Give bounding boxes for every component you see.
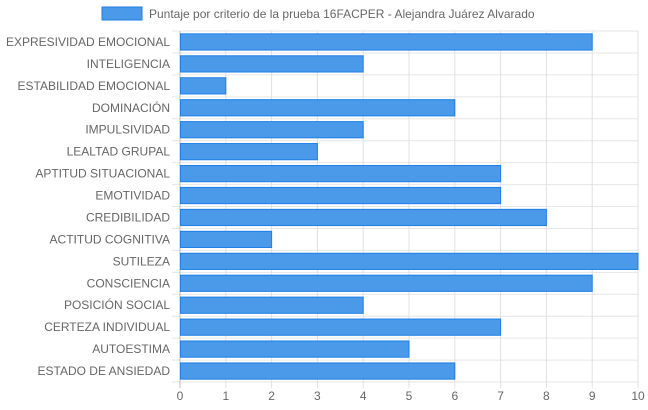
category-label: INTELIGENCIA [87,57,170,71]
x-tick-label: 2 [268,389,275,403]
x-tick-label: 7 [497,389,504,403]
bar-13[interactable] [180,296,364,314]
bar-14[interactable] [180,318,502,336]
bar-5[interactable] [180,121,364,139]
category-label: SUTILEZA [113,254,170,268]
bar-4[interactable] [180,99,456,117]
bars [180,33,639,380]
x-tick-label: 10 [631,389,645,403]
legend-label: Puntaje por criterio de la prueba 16FACP… [149,7,535,21]
bar-12[interactable] [180,274,593,292]
x-tick-label: 0 [177,389,184,403]
x-tick-label: 8 [543,389,550,403]
x-tick-label: 9 [589,389,596,403]
bar-15[interactable] [180,340,410,358]
category-label: DOMINACIÓN [92,100,170,115]
bar-6[interactable] [180,143,318,161]
bar-2[interactable] [180,55,364,73]
category-label: APTITUD SITUACIONAL [35,167,170,181]
x-tick-label: 3 [314,389,321,403]
category-label: ESTABILIDAD EMOCIONAL [18,79,171,93]
legend[interactable]: Puntaje por criterio de la prueba 16FACP… [101,6,535,21]
bar-16[interactable] [180,362,456,380]
category-labels: EXPRESIVIDAD EMOCIONAL INTELIGENCIA ESTABI… [6,35,170,378]
x-tick-label: 1 [222,389,229,403]
category-label: EMOTIVIDAD [95,189,170,203]
bar-11[interactable] [180,252,639,270]
bar-3[interactable] [180,77,227,95]
category-label: CREDIBILIDAD [86,210,170,224]
category-label: POSICIÓN SOCIAL [64,297,170,312]
category-label: CERTEZA INDIVIDUAL [44,320,170,334]
category-label: EXPRESIVIDAD EMOCIONAL [6,35,170,49]
category-label: IMPULSIVIDAD [85,123,170,137]
bar-10[interactable] [180,230,273,249]
legend-swatch [101,6,143,21]
bar-8[interactable] [180,186,502,205]
category-label: AUTOESTIMA [92,342,170,356]
bar-1[interactable] [180,33,593,51]
x-tick-label: 6 [451,389,458,403]
x-axis-ticks: 0 1 2 3 4 5 6 7 8 9 10 [177,389,645,403]
category-label: ACTITUD COGNITIVA [50,232,170,246]
category-label: CONSCIENCIA [87,276,170,290]
x-tick-label: 4 [360,389,367,403]
category-label: ESTADO DE ANSIEDAD [38,364,171,378]
bar-7[interactable] [180,164,502,183]
x-tick-label: 5 [406,389,413,403]
category-label: LEALTAD GRUPAL [67,145,171,159]
bar-9[interactable] [180,208,547,227]
